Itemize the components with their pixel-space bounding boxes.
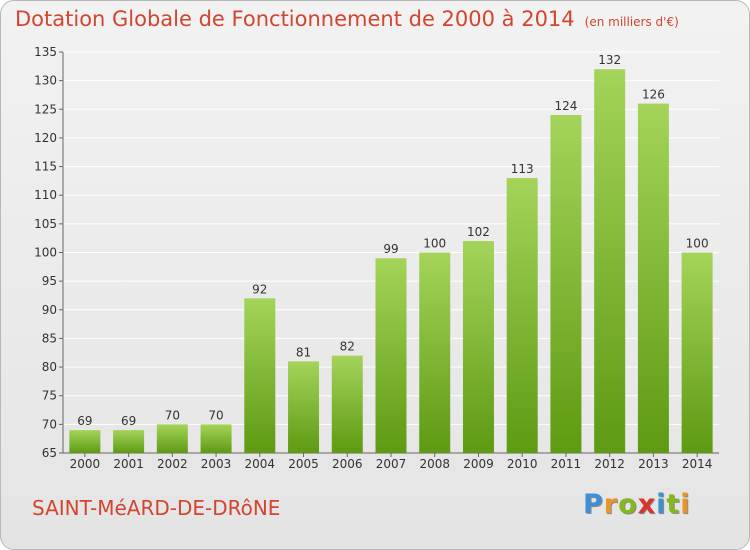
logo-letter: i — [656, 489, 667, 520]
x-tick-label: 2004 — [245, 457, 276, 471]
bar-2006 — [331, 355, 363, 453]
bar-2001 — [113, 430, 145, 453]
logo-letter: i — [680, 489, 691, 520]
data-label: 126 — [642, 88, 665, 102]
y-tick-label: 95 — [42, 274, 57, 288]
bar-2000 — [69, 430, 101, 453]
x-tick-label: 2012 — [594, 457, 625, 471]
data-label: 113 — [511, 162, 534, 176]
data-label: 70 — [165, 408, 180, 422]
data-label: 100 — [686, 237, 709, 251]
logo-letter: r — [603, 489, 619, 520]
y-tick-label: 65 — [42, 446, 57, 460]
y-tick-label: 85 — [42, 331, 57, 345]
x-tick-label: 2005 — [288, 457, 319, 471]
bar-2003 — [200, 424, 232, 453]
data-label: 124 — [554, 99, 577, 113]
logo-letter: x — [637, 489, 657, 520]
bar-2005 — [288, 361, 320, 453]
x-tick-label: 2001 — [113, 457, 144, 471]
bar-2007 — [375, 258, 407, 453]
logo-letter: o — [618, 489, 638, 520]
data-label: 81 — [296, 345, 311, 359]
x-tick-label: 2014 — [682, 457, 713, 471]
data-label: 69 — [121, 414, 136, 428]
data-label: 70 — [208, 408, 223, 422]
y-tick-label: 90 — [42, 303, 57, 317]
x-tick-label: 2009 — [463, 457, 494, 471]
logo-letter: P — [583, 489, 604, 520]
commune-name: SAINT-MéARD-DE-DRôNE — [32, 496, 281, 520]
bar-2014 — [681, 252, 713, 453]
data-label: 69 — [77, 414, 92, 428]
y-tick-label: 105 — [34, 217, 57, 231]
data-label: 99 — [383, 242, 398, 256]
chart-subtitle: (en milliers d'€) — [584, 15, 679, 29]
y-tick-label: 80 — [42, 360, 57, 374]
chart-title: Dotation Globale de Fonctionnement de 20… — [15, 7, 679, 31]
data-label: 132 — [598, 53, 621, 67]
bar-2002 — [156, 424, 188, 453]
y-tick-label: 125 — [34, 102, 57, 116]
bar-2011 — [550, 115, 582, 453]
y-tick-label: 70 — [42, 417, 57, 431]
bar-2004 — [244, 298, 276, 453]
x-tick-label: 2011 — [551, 457, 582, 471]
y-tick-label: 135 — [34, 45, 57, 59]
y-tick-label: 100 — [34, 246, 57, 260]
proxiti-logo: Proxiti — [583, 489, 691, 520]
bar-2009 — [462, 241, 494, 453]
bar-2010 — [506, 178, 538, 453]
x-tick-label: 2010 — [507, 457, 538, 471]
x-tick-label: 2003 — [201, 457, 232, 471]
title-text: Dotation Globale de Fonctionnement de 20… — [15, 7, 575, 31]
bar-2008 — [419, 252, 451, 453]
data-label: 102 — [467, 225, 490, 239]
data-label: 100 — [423, 237, 446, 251]
bar-2012 — [594, 69, 626, 453]
logo-letter: t — [666, 489, 681, 520]
y-tick-label: 130 — [34, 74, 57, 88]
x-tick-label: 2013 — [638, 457, 669, 471]
x-tick-label: 2007 — [376, 457, 407, 471]
data-label: 92 — [252, 282, 267, 296]
y-tick-label: 120 — [34, 131, 57, 145]
y-tick-label: 115 — [34, 160, 57, 174]
bar-2013 — [637, 103, 669, 454]
x-tick-label: 2008 — [419, 457, 450, 471]
x-tick-label: 2002 — [157, 457, 188, 471]
x-tick-label: 2006 — [332, 457, 363, 471]
y-tick-label: 110 — [34, 188, 57, 202]
x-tick-label: 2000 — [70, 457, 101, 471]
data-label: 82 — [340, 340, 355, 354]
y-tick-label: 75 — [42, 389, 57, 403]
